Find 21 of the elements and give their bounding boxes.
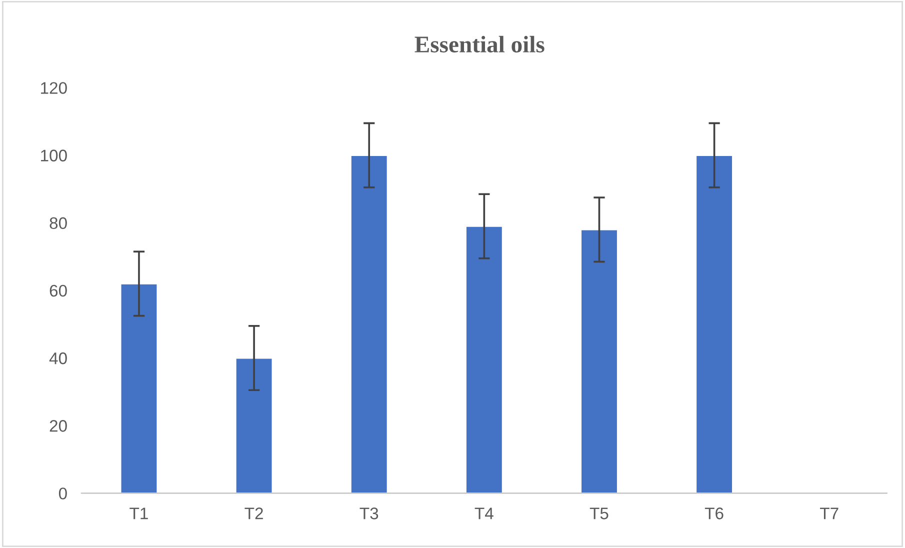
y-tick-label: 20 <box>50 420 67 432</box>
y-tick-label: 0 <box>58 488 67 500</box>
bar <box>120 282 158 494</box>
x-tick-label: T5 <box>590 508 608 520</box>
x-tick-label: T4 <box>474 508 494 520</box>
bar <box>350 154 388 494</box>
bar <box>695 154 734 494</box>
bar <box>465 226 504 494</box>
x-tick-label: T3 <box>360 508 378 520</box>
y-tick-label: 120 <box>41 82 67 94</box>
x-tick-label: T1 <box>130 508 148 520</box>
y-tick-label: 80 <box>50 217 67 230</box>
y-tick-label: 60 <box>50 284 67 297</box>
bar <box>234 357 274 494</box>
x-tick-label: T6 <box>704 508 724 520</box>
x-tick-label: T7 <box>820 508 838 520</box>
x-tick-label: T2 <box>244 508 263 520</box>
y-tick-label: 100 <box>41 150 67 162</box>
chart-title: Essential oils <box>414 36 544 52</box>
bar <box>580 228 618 494</box>
y-tick-label: 40 <box>49 352 67 364</box>
